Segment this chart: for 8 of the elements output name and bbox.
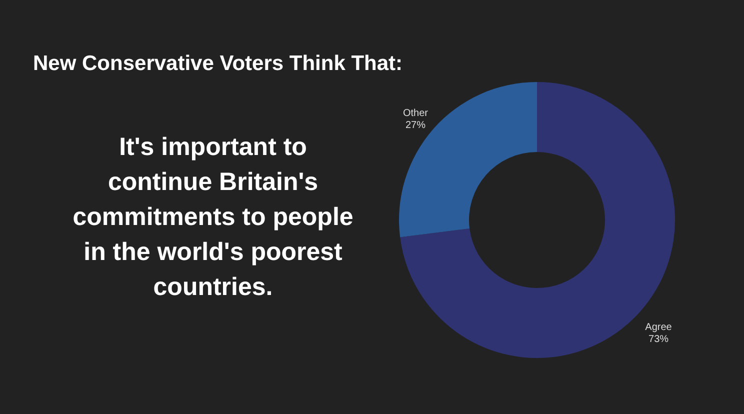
text: New Conservative Voters Think That: <box>33 52 403 75</box>
donut-slice <box>399 82 537 238</box>
donut-slice <box>400 82 675 358</box>
data-label: 27% <box>405 120 426 131</box>
slice-label: Other <box>402 108 429 119</box>
text: It's important to continue Britain's commitments to people in the world's poorest countries. <box>72 133 354 301</box>
data-label: 73% <box>648 334 669 346</box>
slice-label: Agree <box>645 322 672 334</box>
